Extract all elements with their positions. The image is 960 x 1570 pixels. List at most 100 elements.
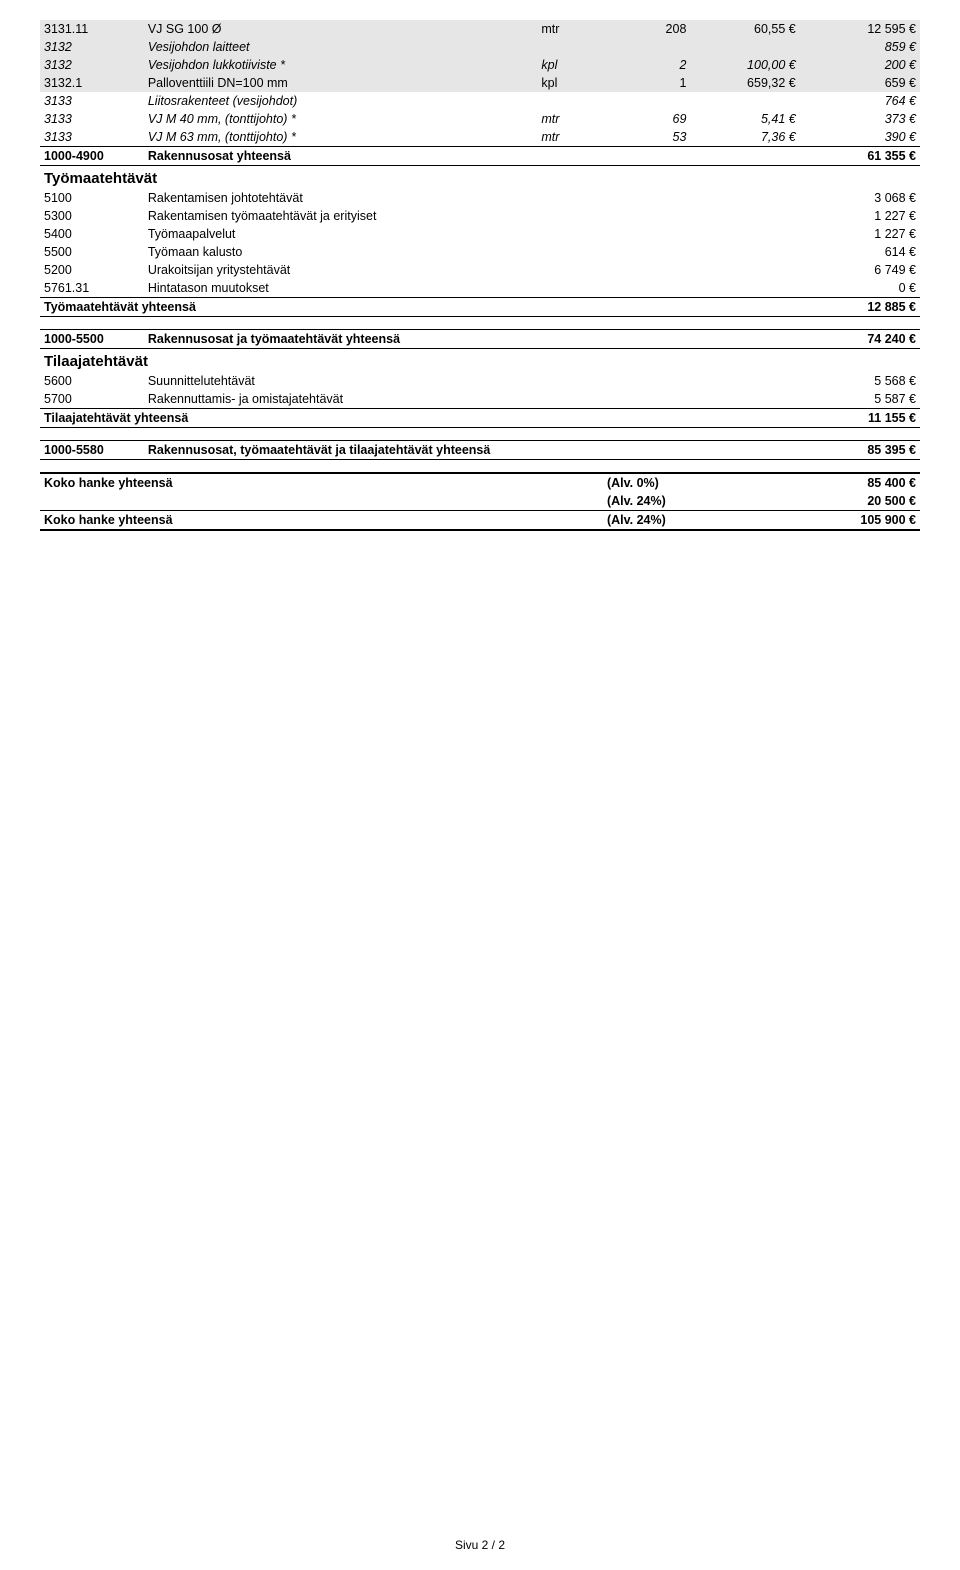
table-row: 5200Urakoitsijan yritystehtävät6 749 € [40, 261, 920, 279]
total-cell: 12 885 € [800, 298, 920, 317]
total-cell: 0 € [800, 279, 920, 298]
table-row: 5300Rakentamisen työmaatehtävät ja erity… [40, 207, 920, 225]
code-cell: 1000-5500 [40, 330, 144, 349]
table-row: 3132.1Palloventtiili DN=100 mmkpl1659,32… [40, 74, 920, 92]
code-cell: 5500 [40, 243, 144, 261]
code-cell: 5200 [40, 261, 144, 279]
code-cell: 1000-5580 [40, 441, 144, 460]
total-cell: 1 227 € [800, 207, 920, 225]
table-row: 3133VJ M 40 mm, (tonttijohto) *mtr695,41… [40, 110, 920, 128]
desc-cell: Hintatason muutokset [144, 279, 800, 298]
qty-cell [603, 38, 690, 56]
total-cell: 659 € [800, 74, 920, 92]
total-cell: 764 € [800, 92, 920, 110]
table-row: 5500Työmaan kalusto614 € [40, 243, 920, 261]
page: 3131.11VJ SG 100 Ømtr20860,55 €12 595 €3… [0, 0, 960, 1570]
label-cell: Rakennusosat yhteensä [144, 147, 800, 166]
cost-table: 3131.11VJ SG 100 Ømtr20860,55 €12 595 €3… [40, 20, 920, 531]
total-cell: 12 595 € [800, 20, 920, 38]
label-cell: Rakennusosat, työmaatehtävät ja tilaajat… [144, 441, 800, 460]
desc-cell: Rakennuttamis- ja omistajatehtävät [144, 390, 800, 409]
price-cell: 100,00 € [690, 56, 799, 74]
qty-cell: 69 [603, 110, 690, 128]
price-cell: 60,55 € [690, 20, 799, 38]
tyomaatehtavat-sum-row: Työmaatehtävät yhteensä 12 885 € [40, 298, 920, 317]
desc-cell: Suunnittelutehtävät [144, 372, 800, 390]
total-cell: 20 500 € [800, 492, 920, 511]
label-cell: Tilaajatehtävät yhteensä [40, 409, 800, 428]
desc-cell: Rakentamisen johtotehtävät [144, 189, 800, 207]
desc-cell: Vesijohdon laitteet [144, 38, 538, 56]
alv24-row: (Alv. 24%) 20 500 € [40, 492, 920, 511]
desc-cell: Urakoitsijan yritystehtävät [144, 261, 800, 279]
alv-cell: (Alv. 24%) [603, 511, 800, 531]
label-cell: Koko hanke yhteensä [40, 511, 603, 531]
code-cell: 3132.1 [40, 74, 144, 92]
code-cell: 5300 [40, 207, 144, 225]
label-cell: Työmaatehtävät yhteensä [40, 298, 800, 317]
hanke-alv0-row: Koko hanke yhteensä (Alv. 0%) 85 400 € [40, 473, 920, 492]
unit-cell: mtr [537, 110, 603, 128]
label-cell: Koko hanke yhteensä [40, 473, 603, 492]
total-cell: 5 568 € [800, 372, 920, 390]
section-title: Työmaatehtävät [40, 166, 920, 190]
table-row: 5100Rakentamisen johtotehtävät3 068 € [40, 189, 920, 207]
code-cell: 5100 [40, 189, 144, 207]
tilaajatehtavat-sum-row: Tilaajatehtävät yhteensä 11 155 € [40, 409, 920, 428]
qty-cell: 208 [603, 20, 690, 38]
table-row: 5700Rakennuttamis- ja omistajatehtävät5 … [40, 390, 920, 409]
table-row: 3132Vesijohdon laitteet 859 € [40, 38, 920, 56]
desc-cell: Rakentamisen työmaatehtävät ja erityiset [144, 207, 800, 225]
code-cell: 3131.11 [40, 20, 144, 38]
desc-cell: Vesijohdon lukkotiiviste * [144, 56, 538, 74]
price-cell [690, 92, 799, 110]
table-row: 5761.31Hintatason muutokset0 € [40, 279, 920, 298]
code-cell: 3133 [40, 110, 144, 128]
alv-cell: (Alv. 24%) [603, 492, 800, 511]
code-cell: 5700 [40, 390, 144, 409]
qty-cell: 2 [603, 56, 690, 74]
total-cell: 373 € [800, 110, 920, 128]
code-cell: 3133 [40, 92, 144, 110]
total-cell: 3 068 € [800, 189, 920, 207]
desc-cell: VJ SG 100 Ø [144, 20, 538, 38]
unit-cell: kpl [537, 74, 603, 92]
total-cell: 6 749 € [800, 261, 920, 279]
qty-cell: 1 [603, 74, 690, 92]
code-cell: 5761.31 [40, 279, 144, 298]
qty-cell: 53 [603, 128, 690, 147]
total-cell: 61 355 € [800, 147, 920, 166]
rakennusosat-sum-row: 1000-4900 Rakennusosat yhteensä 61 355 € [40, 147, 920, 166]
tilaajatehtavat-heading: Tilaajatehtävät [40, 349, 920, 373]
table-row: 3132Vesijohdon lukkotiiviste *kpl2100,00… [40, 56, 920, 74]
price-cell: 7,36 € [690, 128, 799, 147]
desc-cell: Palloventtiili DN=100 mm [144, 74, 538, 92]
price-cell [690, 38, 799, 56]
total-cell: 74 240 € [800, 330, 920, 349]
total-cell: 859 € [800, 38, 920, 56]
unit-cell: mtr [537, 20, 603, 38]
rak-tyo-sum-row: 1000-5500 Rakennusosat ja työmaatehtävät… [40, 330, 920, 349]
code-cell: 3132 [40, 56, 144, 74]
table-row: 3131.11VJ SG 100 Ømtr20860,55 €12 595 € [40, 20, 920, 38]
table-row: 3133Liitosrakenteet (vesijohdot) 764 € [40, 92, 920, 110]
label-cell: Rakennusosat ja työmaatehtävät yhteensä [144, 330, 800, 349]
hanke-alv24-row: Koko hanke yhteensä (Alv. 24%) 105 900 € [40, 511, 920, 531]
unit-cell: mtr [537, 128, 603, 147]
all-sum-row: 1000-5580 Rakennusosat, työmaatehtävät j… [40, 441, 920, 460]
price-cell: 5,41 € [690, 110, 799, 128]
total-cell: 105 900 € [800, 511, 920, 531]
total-cell: 390 € [800, 128, 920, 147]
code-cell: 3132 [40, 38, 144, 56]
price-cell: 659,32 € [690, 74, 799, 92]
qty-cell [603, 92, 690, 110]
desc-cell: Työmaapalvelut [144, 225, 800, 243]
alv-cell: (Alv. 0%) [603, 473, 800, 492]
desc-cell: VJ M 40 mm, (tonttijohto) * [144, 110, 538, 128]
page-footer: Sivu 2 / 2 [0, 1538, 960, 1552]
total-cell: 85 400 € [800, 473, 920, 492]
total-cell: 85 395 € [800, 441, 920, 460]
unit-cell [537, 92, 603, 110]
desc-cell: Liitosrakenteet (vesijohdot) [144, 92, 538, 110]
desc-cell: Työmaan kalusto [144, 243, 800, 261]
